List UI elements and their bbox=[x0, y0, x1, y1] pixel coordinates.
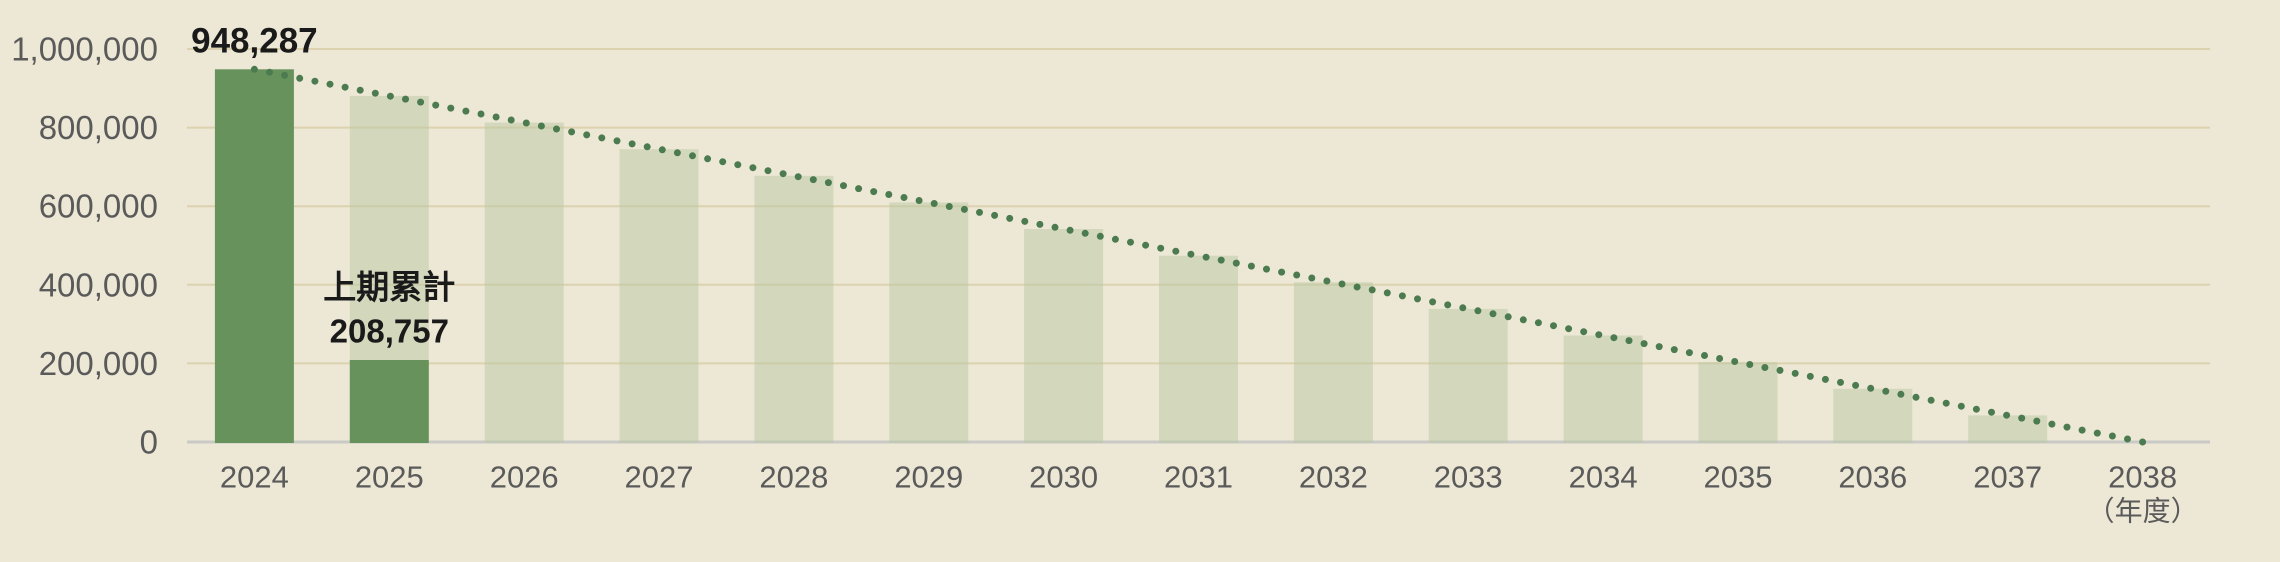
bar-projected-remaining-bars-2032 bbox=[1293, 282, 1373, 443]
y-tick-label: 400,000 bbox=[39, 266, 158, 303]
trend-dotted-line bbox=[250, 65, 2147, 446]
x-tick-label: 2024 bbox=[220, 460, 289, 495]
bar-projected-remaining-bars-2033 bbox=[1428, 308, 1508, 443]
bar-projected-remaining-bars-2028 bbox=[754, 175, 834, 444]
bar-projected-remaining-bars-2035 bbox=[1698, 362, 1778, 443]
bar-projected-remaining-bars-2031 bbox=[1159, 255, 1238, 443]
y-tick-label: 200,000 bbox=[39, 345, 158, 382]
x-tick-label: 2031 bbox=[1164, 460, 1233, 495]
y-tick-label: 1,000,000 bbox=[11, 31, 158, 68]
x-tick-label: 2027 bbox=[625, 460, 694, 495]
x-tick-label: 2030 bbox=[1029, 460, 1098, 495]
bar-projected-remaining-bars-2026 bbox=[484, 122, 564, 443]
x-tick-label: 2032 bbox=[1299, 460, 1368, 495]
x-tick-label: 2035 bbox=[1704, 460, 1773, 495]
bar-actual-bars-2024 bbox=[214, 69, 294, 444]
bar-actual-bars-2025 bbox=[349, 360, 429, 443]
x-tick-label: 2033 bbox=[1434, 460, 1503, 495]
x-tick-label: 2028 bbox=[759, 460, 828, 495]
annotation-interim-value: 208,757 bbox=[330, 313, 449, 350]
x-tick-label: 2026 bbox=[490, 460, 559, 495]
bar-projected-remaining-bars-2034 bbox=[1563, 335, 1643, 443]
y-tick-label: 600,000 bbox=[39, 188, 158, 225]
bar-projected-remaining-bars-2036 bbox=[1833, 388, 1913, 443]
bar-projected-remaining-bars-2027 bbox=[619, 149, 699, 443]
annotation-peak-value: 948,287 bbox=[191, 22, 318, 61]
x-tick-label: 2025 bbox=[355, 460, 424, 495]
y-tick-label: 0 bbox=[140, 424, 158, 461]
y-tick-label: 800,000 bbox=[39, 109, 158, 146]
x-tick-label: 2029 bbox=[894, 460, 963, 495]
x-tick-label: 2038 bbox=[2108, 460, 2177, 495]
x-tick-label: 2036 bbox=[1838, 460, 1907, 495]
bar-projected-remaining-bars-2029 bbox=[889, 202, 969, 443]
bar-projected-remaining-bars-2030 bbox=[1024, 229, 1104, 443]
x-tick-label: 2037 bbox=[1973, 460, 2042, 495]
annotation-interim-caption: 上期累計 bbox=[323, 269, 455, 306]
x-tick-label: 2034 bbox=[1569, 460, 1638, 495]
x-axis-unit-label: （年度） bbox=[2087, 496, 2199, 527]
